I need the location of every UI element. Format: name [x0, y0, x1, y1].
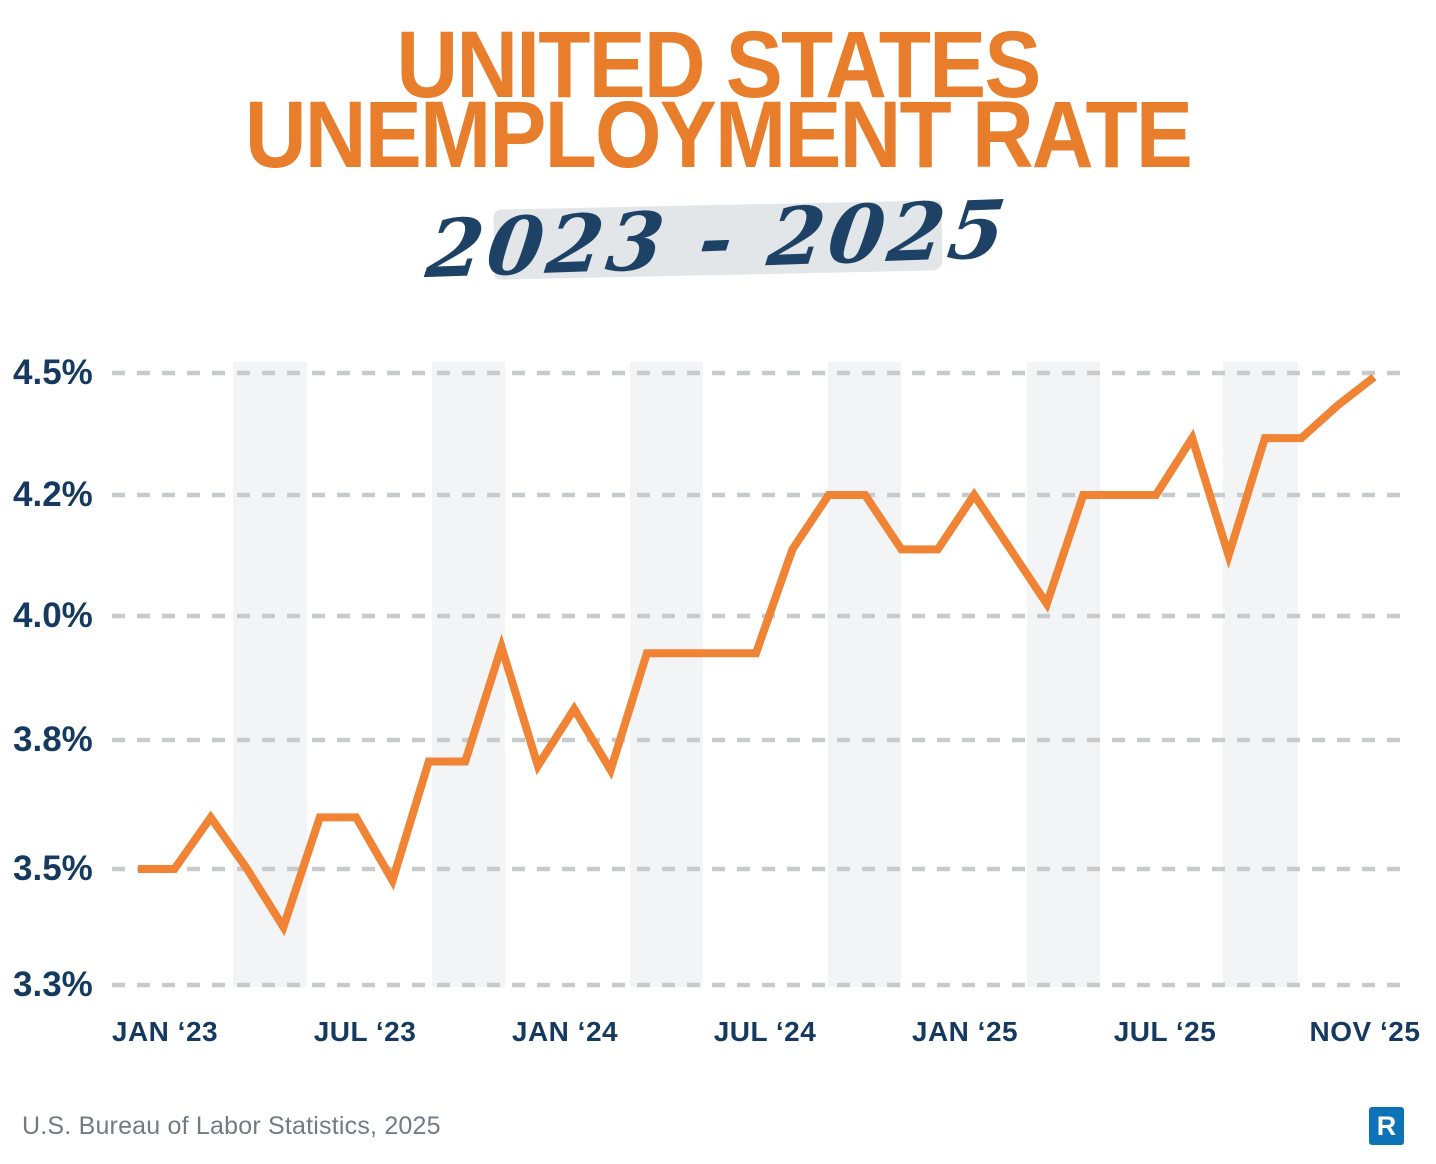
chart-title-line2: UNEMPLOYMENT RATE	[244, 82, 1193, 189]
ramsey-logo-letter: R	[1376, 1110, 1397, 1141]
source-note: U.S. Bureau of Labor Statistics, 2025	[22, 1112, 441, 1140]
y-tick-label: 4.5%	[13, 353, 93, 392]
x-tick-label: JUL ‘23	[313, 1016, 417, 1047]
y-tick-label: 3.8%	[13, 720, 93, 759]
chart-title: UNITED STATES UNEMPLOYMENT RATE	[72, 12, 1364, 189]
ramsey-logo: R	[1369, 1107, 1404, 1145]
y-tick-label: 4.0%	[13, 596, 93, 635]
x-tick-label: JAN ‘25	[911, 1016, 1019, 1047]
x-tick-label: JUL ‘25	[1113, 1016, 1217, 1047]
x-tick-label: JUL ‘24	[713, 1016, 817, 1047]
unemployment-line	[138, 373, 1377, 937]
x-tick-label: JAN ‘23	[111, 1016, 219, 1047]
y-tick-label: 3.5%	[13, 849, 93, 888]
chart-title-line1: UNITED STATES	[396, 12, 1041, 118]
x-tick-label: JAN ‘24	[511, 1016, 619, 1047]
x-tick-label: NOV ‘25	[1309, 1016, 1421, 1047]
y-tick-label: 4.2%	[13, 475, 93, 514]
chart-header: UNITED STATES UNEMPLOYMENT RATE 2023 - 2…	[0, 12, 1436, 299]
y-tick-label: 3.3%	[13, 965, 93, 1004]
